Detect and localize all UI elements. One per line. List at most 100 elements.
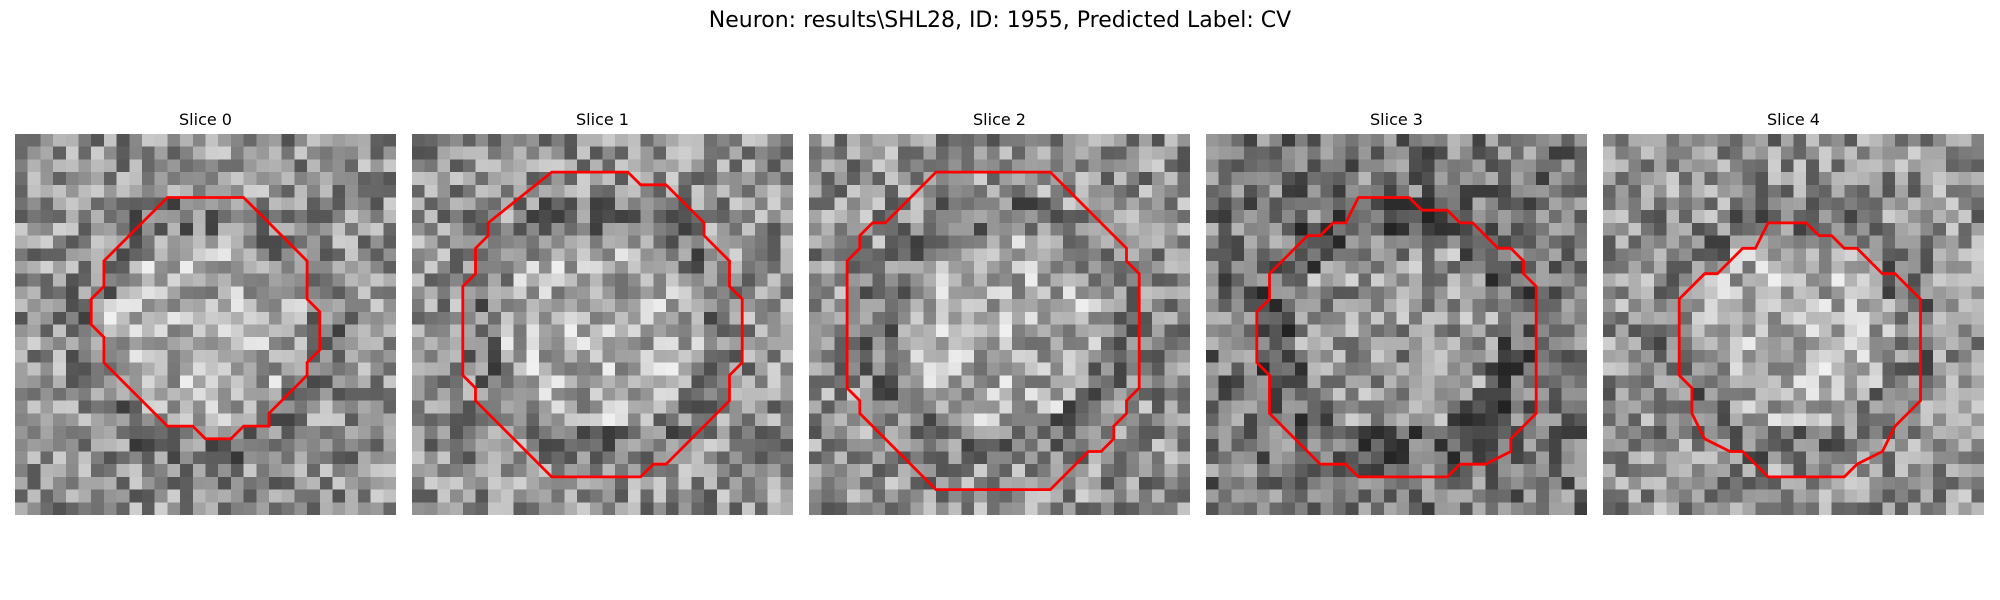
pixel [1063,362,1076,376]
pixel [412,197,425,211]
pixel [1333,502,1346,515]
pixel [1151,324,1165,338]
pixel [767,184,781,198]
pixel [1434,388,1448,401]
pixel [551,426,565,440]
pixel [872,375,886,389]
pixel [1421,502,1435,515]
pixel [1358,248,1372,262]
pixel [1244,235,1258,249]
pixel [1691,337,1705,351]
pixel [513,261,527,274]
pixel [1282,134,1296,147]
pixel [1615,476,1629,490]
pixel [897,388,911,401]
pixel [307,464,321,478]
pixel [1704,134,1718,147]
pixel [1294,222,1308,236]
pixel [218,311,232,325]
pixel [526,426,540,440]
pixel [1561,172,1575,186]
pixel [539,413,552,427]
pixel [526,337,540,351]
pixel [1704,476,1718,490]
pixel [1177,222,1190,236]
pixel [40,210,54,224]
pixel [666,375,679,389]
pixel [370,451,384,465]
pixel [180,273,194,287]
pixel [948,451,962,465]
pixel [615,413,629,427]
pixel [437,235,451,249]
pixel [243,502,257,515]
pixel [589,375,603,389]
pixel [666,134,679,147]
pixel [450,451,464,465]
pixel [1641,222,1655,236]
pixel [999,184,1013,198]
pixel [1945,248,1959,262]
pixel [1920,426,1934,440]
pixel [1434,159,1448,173]
pixel [1742,248,1756,262]
pixel [1641,388,1655,401]
pixel [1396,210,1410,224]
pixel [1383,184,1397,198]
pixel [691,172,705,186]
pixel [103,337,117,351]
pixel [780,413,793,427]
pixel [1485,400,1499,414]
pixel [307,311,321,325]
pixel [345,197,359,211]
pixel [1472,273,1486,287]
pixel [269,362,282,376]
pixel [513,476,527,490]
pixel [1933,337,1947,351]
pixel [1421,159,1435,173]
pixel [1603,222,1616,236]
pixel [1831,476,1845,490]
pixel [678,413,692,427]
pixel [1895,502,1909,515]
pixel [1717,248,1731,262]
pixel [551,362,565,376]
pixel [716,134,730,147]
pixel [1666,134,1680,147]
pixel [1345,413,1359,427]
pixel [666,324,679,338]
pixel [1434,286,1448,300]
pixel [1371,273,1385,287]
pixel [1256,400,1270,414]
pixel [1780,464,1794,478]
pixel [424,362,438,376]
pixel [1434,426,1448,440]
pixel [1971,426,1984,440]
pixel [383,197,396,211]
pixel [357,172,371,186]
pixel [767,337,781,351]
pixel [1742,222,1756,236]
pixel [1358,375,1372,389]
pixel [742,489,756,503]
pixel [1882,159,1896,173]
pixel [627,222,641,236]
pixel [78,134,92,147]
pixel [742,451,756,465]
pixel [1818,261,1832,274]
pixel [1907,261,1921,274]
pixel [1269,362,1283,376]
pixel [539,337,552,351]
pixel [627,375,641,389]
pixel [1933,375,1947,389]
pixel [1857,184,1870,198]
pixel [1603,502,1616,515]
pixel [1653,476,1667,490]
pixel [129,324,143,338]
pixel [1396,159,1410,173]
pixel [1164,197,1178,211]
pixel [1691,172,1705,186]
pixel [1024,476,1038,490]
pixel [577,261,591,274]
pixel [142,286,155,300]
